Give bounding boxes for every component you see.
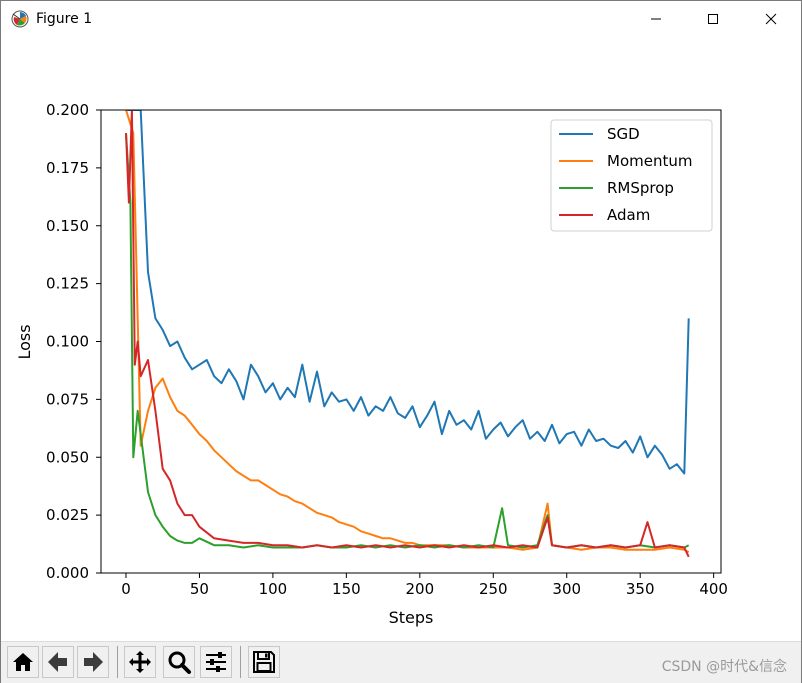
save-button[interactable]	[248, 646, 280, 678]
forward-icon	[84, 652, 103, 672]
close-button[interactable]	[748, 1, 794, 37]
home-icon	[13, 653, 33, 671]
x-tick-label: 100	[259, 580, 288, 598]
title-bar[interactable]: Figure 1	[1, 1, 801, 37]
home-button[interactable]	[7, 646, 39, 678]
back-icon	[48, 652, 67, 672]
line-chart: 0 50 100 150 200 250 300 350 400 0.000 0.025 0.050…	[15, 101, 728, 627]
legend-label-rmsprop: RMSprop	[607, 179, 674, 197]
legend-label-sgd: SGD	[607, 125, 640, 143]
y-tick-label: 0.175	[46, 159, 89, 177]
save-icon	[253, 651, 275, 673]
y-tick-label: 0.150	[46, 217, 89, 235]
legend: SGD Momentum RMSprop Adam	[550, 119, 713, 232]
x-tick-label: 150	[332, 580, 361, 598]
configure-subplots-icon	[206, 652, 226, 672]
x-tick-label: 50	[190, 580, 209, 598]
minimize-button[interactable]	[633, 1, 679, 37]
x-tick-label: 400	[699, 580, 728, 598]
toolbar-separator	[240, 646, 241, 678]
plot-lines	[125, 110, 690, 558]
legend-label-adam: Adam	[607, 206, 650, 224]
watermark-text: CSDN @时代&信念	[661, 659, 787, 675]
pan-icon	[129, 651, 151, 673]
x-tick-label: 300	[552, 580, 581, 598]
x-tick-label: 0	[121, 580, 131, 598]
minimize-icon	[651, 18, 661, 20]
back-button[interactable]	[42, 646, 74, 678]
zoom-icon	[168, 651, 191, 674]
navigation-toolbar: CSDN @时代&信念	[1, 641, 801, 683]
y-tick-label: 0.000	[46, 564, 89, 582]
close-icon	[765, 13, 777, 25]
pan-button[interactable]	[124, 646, 156, 678]
x-tick-label: 200	[405, 580, 434, 598]
y-tick-label: 0.025	[46, 506, 89, 524]
maximize-button[interactable]	[690, 1, 736, 37]
y-axis-label: Loss	[15, 324, 34, 359]
series-line-sgd	[126, 110, 690, 475]
x-tick-label: 250	[479, 580, 508, 598]
y-tick-label: 0.075	[46, 390, 89, 408]
y-tick-label: 0.200	[46, 101, 89, 119]
legend-box	[550, 119, 713, 232]
x-tick-label: 350	[626, 580, 655, 598]
configure-subplots-button[interactable]	[200, 646, 232, 678]
y-tick-label: 0.050	[46, 448, 89, 466]
window-title: Figure 1	[36, 11, 93, 27]
y-tick-label: 0.100	[46, 333, 89, 351]
maximize-icon	[708, 14, 718, 24]
x-axis: 0 50 100 150 200 250 300 350 400	[121, 573, 728, 598]
zoom-button[interactable]	[163, 646, 195, 678]
y-tick-label: 0.125	[46, 275, 89, 293]
y-axis: 0.000 0.025 0.050 0.075 0.100 0.125 0.150 0.175…	[46, 101, 101, 582]
toolbar-separator	[117, 646, 118, 678]
forward-button[interactable]	[77, 646, 109, 678]
matplotlib-logo-icon	[11, 10, 29, 28]
legend-label-momentum: Momentum	[607, 152, 692, 170]
figure-canvas[interactable]: 0 50 100 150 200 250 300 350 400 0.000 0.025 0.050…	[1, 37, 801, 641]
x-axis-label: Steps	[389, 608, 434, 627]
series-line-adam	[125, 110, 690, 558]
